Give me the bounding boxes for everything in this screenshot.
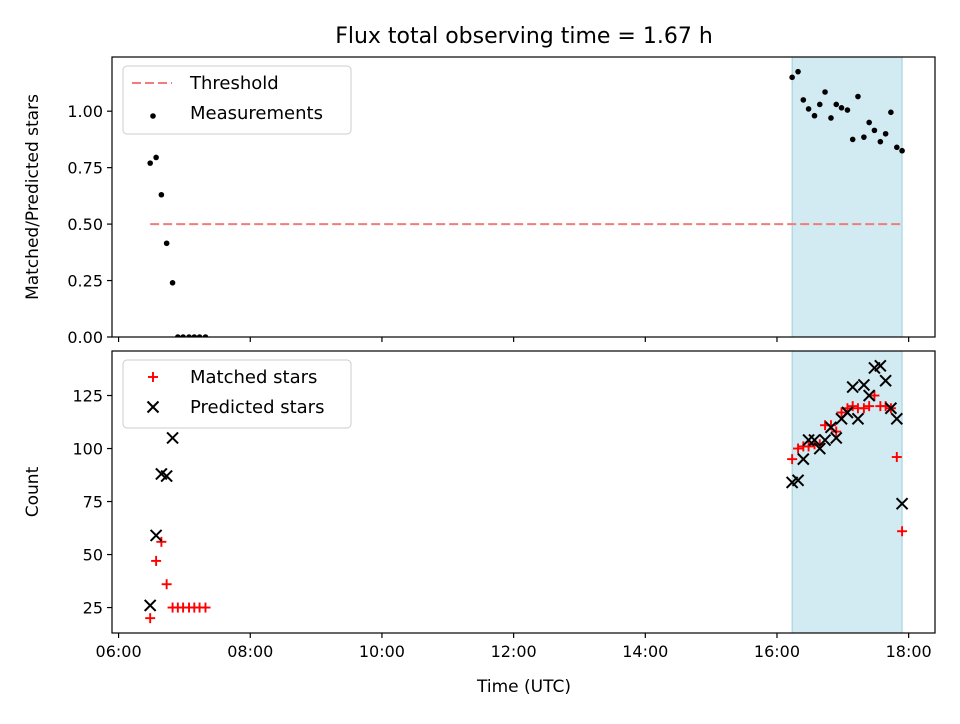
matched-star-point bbox=[162, 579, 172, 589]
measurement-point bbox=[861, 134, 867, 140]
measurement-point bbox=[894, 145, 900, 151]
ratio-y-axis-label: Matched/Predicted stars bbox=[23, 94, 43, 300]
measurement-point bbox=[883, 131, 889, 137]
chart-title: Flux total observing time = 1.67 h bbox=[335, 24, 713, 49]
x-tick-label: 08:00 bbox=[227, 642, 273, 661]
measurement-point bbox=[153, 155, 159, 161]
y-tick-label: 0.00 bbox=[67, 328, 103, 347]
count-legend: Matched stars Predicted stars bbox=[123, 360, 351, 428]
y-tick-label: 100 bbox=[72, 440, 103, 459]
measurement-point bbox=[164, 240, 170, 246]
chart-figure: Flux total observing time = 1.67 h 0.000… bbox=[0, 0, 960, 720]
measurement-point bbox=[795, 69, 801, 75]
measurement-point bbox=[855, 94, 861, 100]
predicted-star-point bbox=[167, 432, 178, 443]
measurement-point bbox=[878, 139, 884, 145]
measurement-point bbox=[801, 97, 807, 103]
measurement-point bbox=[872, 128, 878, 134]
measurement-point bbox=[899, 148, 905, 154]
measurement-point bbox=[866, 120, 872, 126]
measurement-point bbox=[817, 102, 823, 108]
count-panel: 25 50 75 100 125 06:00 08:00 10:00 12:00 14:00 16:… bbox=[23, 351, 935, 661]
x-tick-label: 10:00 bbox=[359, 642, 405, 661]
ratio-panel: 0.00 0.25 0.50 0.75 1.00 Matched/Predicted st… bbox=[23, 57, 935, 347]
matched-star-point bbox=[151, 556, 161, 566]
measurement-point bbox=[845, 107, 851, 113]
measurement-point bbox=[812, 113, 818, 119]
measurement-point bbox=[839, 105, 845, 111]
y-tick-label: 50 bbox=[83, 546, 103, 565]
x-tick-label: 14:00 bbox=[622, 642, 668, 661]
measurement-point bbox=[850, 137, 856, 143]
x-tick-label: 06:00 bbox=[96, 642, 142, 661]
matched-star-point bbox=[145, 613, 155, 623]
predicted-star-point bbox=[145, 600, 156, 611]
y-tick-label: 25 bbox=[83, 599, 103, 618]
measurement-point bbox=[822, 89, 828, 95]
legend-label: Matched stars bbox=[190, 367, 317, 388]
legend-label: Measurements bbox=[190, 103, 323, 124]
matched-star-point bbox=[200, 603, 210, 613]
y-tick-label: 0.75 bbox=[67, 159, 103, 178]
x-tick-label: 18:00 bbox=[886, 642, 932, 661]
y-tick-label: 1.00 bbox=[67, 102, 103, 121]
measurement-point bbox=[833, 102, 839, 108]
x-tick-label: 16:00 bbox=[754, 642, 800, 661]
legend-label: Threshold bbox=[189, 73, 279, 94]
observing-window-span bbox=[792, 351, 902, 633]
measurement-point bbox=[789, 75, 795, 81]
measurement-point bbox=[147, 160, 153, 166]
y-tick-label: 125 bbox=[72, 387, 103, 406]
y-tick-label: 75 bbox=[83, 493, 103, 512]
measurement-point bbox=[170, 280, 176, 286]
measurement-point bbox=[159, 192, 165, 198]
y-tick-label: 0.25 bbox=[67, 272, 103, 291]
measurement-point bbox=[888, 110, 894, 116]
x-tick-label: 12:00 bbox=[491, 642, 537, 661]
x-axis-label: Time (UTC) bbox=[476, 677, 571, 697]
measurement-point bbox=[806, 106, 812, 112]
observing-window-span bbox=[792, 57, 902, 337]
legend-label: Predicted stars bbox=[190, 397, 324, 418]
predicted-star-point bbox=[151, 530, 162, 541]
y-tick-label: 0.50 bbox=[67, 215, 103, 234]
measurement-point bbox=[828, 115, 834, 121]
count-y-axis-label: Count bbox=[23, 466, 43, 517]
ratio-legend: Threshold Measurements bbox=[123, 66, 351, 134]
